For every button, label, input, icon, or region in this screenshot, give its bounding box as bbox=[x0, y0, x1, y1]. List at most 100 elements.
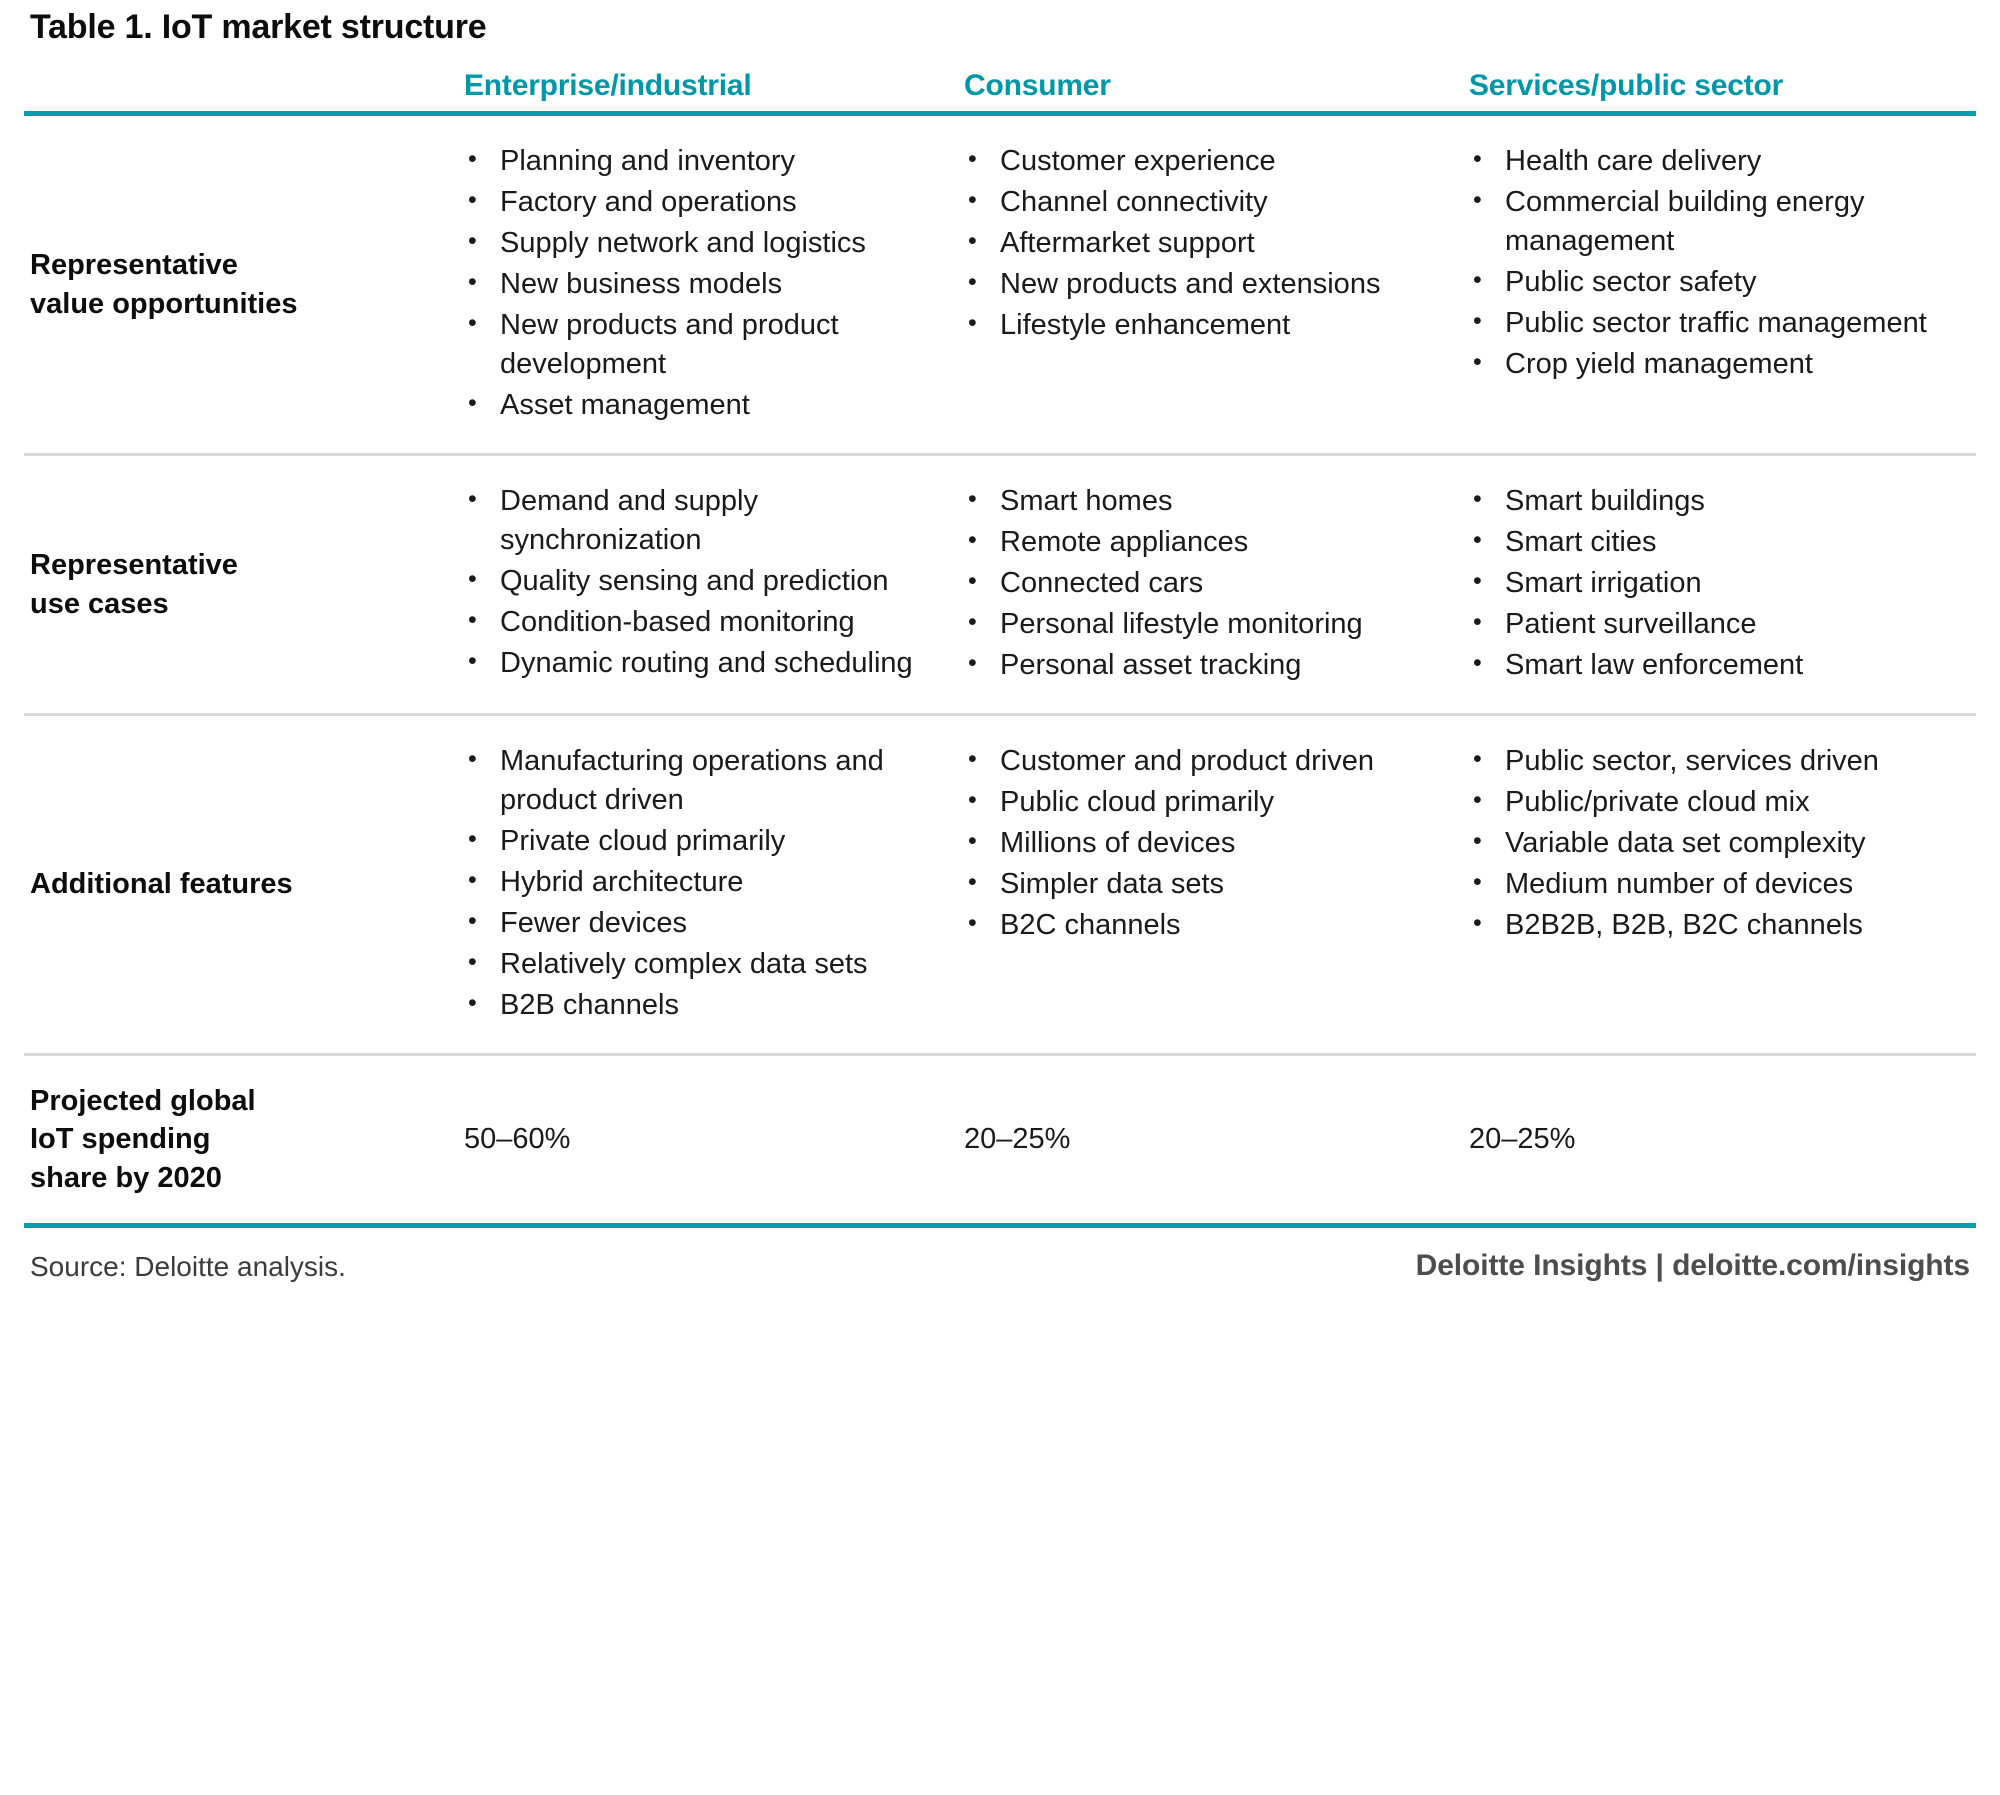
list-item: Variable data set complexity bbox=[1469, 823, 1962, 863]
row-label-additional-features: Additional features bbox=[24, 716, 454, 1053]
cell-consumer-additional-features: Customer and product driven Public cloud… bbox=[954, 716, 1459, 1053]
list-item: Private cloud primarily bbox=[464, 821, 940, 861]
list-item: Aftermarket support bbox=[964, 223, 1445, 263]
list-item: Public sector traffic management bbox=[1469, 303, 1962, 343]
list-item: Supply network and logistics bbox=[464, 223, 940, 263]
list-item: Relatively complex data sets bbox=[464, 944, 940, 984]
list-item: Quality sensing and prediction bbox=[464, 561, 940, 601]
bullet-list: Smart homes Remote appliances Connected … bbox=[964, 481, 1445, 685]
row-divider-line bbox=[24, 713, 1976, 717]
footer-rule-line bbox=[24, 1222, 1976, 1228]
bullet-list: Planning and inventory Factory and opera… bbox=[464, 141, 940, 425]
list-item: Smart buildings bbox=[1469, 481, 1962, 521]
header-rule bbox=[24, 111, 1976, 117]
list-item: New products and extensions bbox=[964, 264, 1445, 304]
list-item: Public cloud primarily bbox=[964, 782, 1445, 822]
list-item: Health care delivery bbox=[1469, 141, 1962, 181]
row-label-line2: IoT spending bbox=[30, 1123, 211, 1156]
row-label-line1: Representative bbox=[30, 249, 238, 282]
bullet-list: Demand and supply synchronization Qualit… bbox=[464, 481, 940, 683]
row-label-representative-use-cases: Representative use cases bbox=[24, 456, 454, 713]
footer-rule bbox=[24, 1222, 1976, 1228]
list-item: Crop yield management bbox=[1469, 344, 1962, 384]
bullet-list: Health care delivery Commercial building… bbox=[1469, 141, 1962, 384]
cell-consumer-use-cases: Smart homes Remote appliances Connected … bbox=[954, 456, 1459, 713]
value-services-spending-share: 20–25% bbox=[1469, 1122, 1576, 1155]
row-label-line1: Projected global bbox=[30, 1085, 256, 1118]
bullet-list: Manufacturing operations and product dri… bbox=[464, 741, 940, 1025]
table-row-summary: Projected global IoT spending share by 2… bbox=[24, 1056, 1976, 1223]
row-label-line2: value opportunities bbox=[30, 287, 298, 320]
cell-services-additional-features: Public sector, services driven Public/pr… bbox=[1459, 716, 1976, 1053]
list-item: Smart homes bbox=[964, 481, 1445, 521]
list-item: Smart irrigation bbox=[1469, 563, 1962, 603]
list-item: Public sector, services driven bbox=[1469, 741, 1962, 781]
table-row: Representative use cases Demand and supp… bbox=[24, 456, 1976, 713]
column-header-services: Services/public sector bbox=[1469, 69, 1784, 103]
list-item: Dynamic routing and scheduling bbox=[464, 643, 940, 683]
column-header-enterprise: Enterprise/industrial bbox=[464, 69, 752, 103]
row-label-line3: share by 2020 bbox=[30, 1161, 222, 1194]
list-item: Channel connectivity bbox=[964, 182, 1445, 222]
source-note: Source: Deloitte analysis. bbox=[30, 1251, 346, 1283]
bullet-list: Customer experience Channel connectivity… bbox=[964, 141, 1445, 345]
list-item: Smart law enforcement bbox=[1469, 645, 1962, 685]
row-divider bbox=[24, 1053, 1976, 1057]
list-item: Customer and product driven bbox=[964, 741, 1445, 781]
row-divider bbox=[24, 713, 1976, 717]
list-item: Remote appliances bbox=[964, 522, 1445, 562]
cell-enterprise-use-cases: Demand and supply synchronization Qualit… bbox=[454, 456, 954, 713]
list-item: Personal lifestyle monitoring bbox=[964, 604, 1445, 644]
row-label-projected-spending-share: Projected global IoT spending share by 2… bbox=[24, 1056, 454, 1223]
row-label-line2: use cases bbox=[30, 587, 169, 620]
list-item: Manufacturing operations and product dri… bbox=[464, 741, 940, 820]
list-item: New products and product development bbox=[464, 305, 940, 384]
list-item: Patient surveillance bbox=[1469, 604, 1962, 644]
list-item: Condition-based monitoring bbox=[464, 602, 940, 642]
list-item: Public sector safety bbox=[1469, 262, 1962, 302]
list-item: Fewer devices bbox=[464, 903, 940, 943]
list-item: Lifestyle enhancement bbox=[964, 305, 1445, 345]
list-item: Customer experience bbox=[964, 141, 1445, 181]
list-item: B2C channels bbox=[964, 905, 1445, 945]
list-item: Simpler data sets bbox=[964, 864, 1445, 904]
list-item: Public/private cloud mix bbox=[1469, 782, 1962, 822]
cell-enterprise-additional-features: Manufacturing operations and product dri… bbox=[454, 716, 954, 1053]
list-item: Connected cars bbox=[964, 563, 1445, 603]
cell-services-use-cases: Smart buildings Smart cities Smart irrig… bbox=[1459, 456, 1976, 713]
column-header-consumer: Consumer bbox=[964, 69, 1111, 103]
deloitte-insights-brand[interactable]: Deloitte Insights | deloitte.com/insight… bbox=[1415, 1248, 1970, 1282]
bullet-list: Customer and product driven Public cloud… bbox=[964, 741, 1445, 945]
column-header-blank bbox=[24, 47, 454, 111]
table-row: Representative value opportunities Plann… bbox=[24, 116, 1976, 453]
table-row: Additional features Manufacturing operat… bbox=[24, 716, 1976, 1053]
cell-enterprise-value-opportunities: Planning and inventory Factory and opera… bbox=[454, 116, 954, 453]
list-item: Commercial building energy management bbox=[1469, 182, 1962, 261]
cell-services-value-opportunities: Health care delivery Commercial building… bbox=[1459, 116, 1976, 453]
bullet-list: Public sector, services driven Public/pr… bbox=[1469, 741, 1962, 945]
iot-market-structure-table: Enterprise/industrial Consumer Services/… bbox=[24, 47, 1976, 1228]
list-item: Asset management bbox=[464, 385, 940, 425]
row-label-line1: Additional features bbox=[30, 868, 293, 901]
row-label-representative-value-opportunities: Representative value opportunities bbox=[24, 116, 454, 453]
row-divider-line bbox=[24, 453, 1976, 457]
list-item: Planning and inventory bbox=[464, 141, 940, 181]
row-divider-line bbox=[24, 1053, 1976, 1057]
list-item: Millions of devices bbox=[964, 823, 1445, 863]
header-rule-line bbox=[24, 111, 1976, 117]
page-title: Table 1. IoT market structure bbox=[30, 8, 487, 46]
row-divider bbox=[24, 453, 1976, 457]
list-item: Medium number of devices bbox=[1469, 864, 1962, 904]
list-item: Factory and operations bbox=[464, 182, 940, 222]
list-item: New business models bbox=[464, 264, 940, 304]
row-label-line1: Representative bbox=[30, 549, 238, 582]
list-item: B2B2B, B2B, B2C channels bbox=[1469, 905, 1962, 945]
value-consumer-spending-share: 20–25% bbox=[964, 1122, 1071, 1155]
cell-consumer-value-opportunities: Customer experience Channel connectivity… bbox=[954, 116, 1459, 453]
list-item: Hybrid architecture bbox=[464, 862, 940, 902]
bullet-list: Smart buildings Smart cities Smart irrig… bbox=[1469, 481, 1962, 685]
table-header-row: Enterprise/industrial Consumer Services/… bbox=[24, 47, 1976, 111]
value-enterprise-spending-share: 50–60% bbox=[464, 1122, 571, 1155]
table-footer: Source: Deloitte analysis. Deloitte Insi… bbox=[24, 1228, 1976, 1284]
